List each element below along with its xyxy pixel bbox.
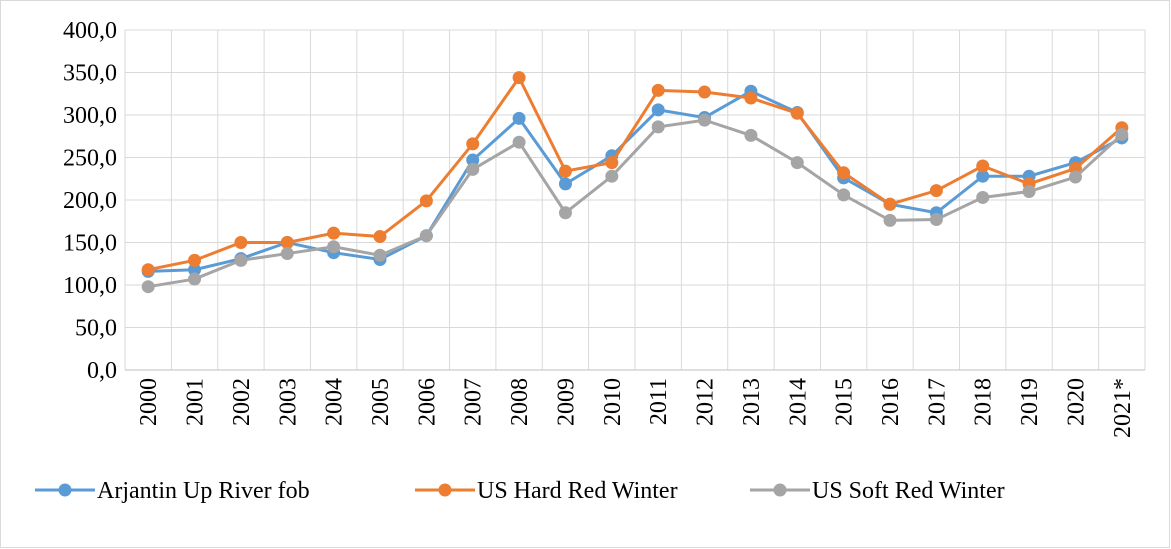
y-tick-label: 300,0 bbox=[63, 103, 117, 129]
data-point bbox=[327, 226, 341, 240]
x-tick-label: 2016 bbox=[878, 378, 904, 426]
x-tick-label: 2014 bbox=[785, 378, 811, 426]
legend-label: US Hard Red Winter bbox=[477, 478, 678, 504]
data-point bbox=[419, 194, 433, 208]
data-point bbox=[188, 253, 202, 267]
data-point bbox=[651, 83, 665, 97]
data-point bbox=[234, 236, 248, 249]
x-tick-label: 2000 bbox=[136, 378, 162, 426]
data-point bbox=[883, 197, 897, 211]
data-point bbox=[188, 272, 202, 286]
data-point bbox=[929, 184, 943, 198]
y-tick-label: 200,0 bbox=[63, 188, 117, 214]
x-tick-label: 2008 bbox=[507, 378, 533, 426]
y-tick-label: 250,0 bbox=[63, 146, 117, 172]
data-point bbox=[976, 159, 990, 173]
x-tick-label: 2011 bbox=[646, 378, 672, 425]
data-point bbox=[651, 103, 665, 117]
data-point bbox=[837, 188, 851, 202]
data-point bbox=[790, 106, 804, 120]
data-point bbox=[744, 128, 758, 142]
data-point bbox=[883, 213, 897, 227]
x-tick-label: 2013 bbox=[739, 378, 765, 426]
legend-marker bbox=[58, 483, 72, 497]
y-tick-label: 0,0 bbox=[87, 358, 117, 384]
y-tick-label: 350,0 bbox=[63, 61, 117, 87]
data-point bbox=[512, 71, 526, 85]
data-point bbox=[1022, 185, 1036, 198]
data-point bbox=[512, 135, 526, 149]
x-tick-label: 2017 bbox=[924, 378, 950, 426]
x-tick-label: 2020 bbox=[1063, 378, 1089, 426]
y-tick-label: 400,0 bbox=[63, 18, 117, 44]
x-tick-label: 2019 bbox=[1017, 378, 1043, 426]
x-tick-label: 2010 bbox=[600, 378, 626, 426]
y-tick-label: 100,0 bbox=[63, 273, 117, 299]
x-tick-label: 2005 bbox=[368, 378, 394, 426]
data-point bbox=[605, 169, 619, 183]
y-tick-label: 150,0 bbox=[63, 231, 117, 257]
series-line bbox=[148, 89, 1123, 273]
x-tick-label: 2001 bbox=[183, 378, 209, 426]
x-tick-label: 2018 bbox=[971, 378, 997, 426]
x-tick-label: 2004 bbox=[322, 378, 348, 426]
legend-marker bbox=[773, 483, 787, 497]
data-point bbox=[188, 263, 202, 277]
data-point bbox=[837, 166, 851, 180]
data-point bbox=[512, 111, 526, 125]
data-point bbox=[790, 156, 804, 170]
x-tick-label: 2002 bbox=[229, 378, 255, 426]
data-point bbox=[1068, 170, 1082, 184]
series-line bbox=[147, 74, 1123, 272]
data-point bbox=[419, 229, 433, 243]
x-tick-label: 2009 bbox=[553, 378, 579, 426]
data-point bbox=[466, 162, 480, 176]
data-point bbox=[466, 153, 480, 167]
data-point bbox=[558, 206, 572, 220]
x-tick-label: 2007 bbox=[461, 378, 487, 426]
data-point bbox=[141, 263, 155, 277]
data-point bbox=[744, 91, 758, 105]
data-point bbox=[327, 240, 341, 254]
data-point bbox=[605, 156, 619, 170]
x-tick-label: 2015 bbox=[832, 378, 858, 426]
data-point bbox=[141, 280, 155, 294]
x-tick-label: 2012 bbox=[693, 378, 719, 426]
data-point bbox=[280, 236, 294, 249]
x-tick-label: 2006 bbox=[414, 378, 440, 426]
x-tick-label: 2003 bbox=[275, 378, 301, 426]
data-point bbox=[698, 85, 712, 99]
data-point bbox=[280, 247, 294, 261]
legend-marker bbox=[438, 483, 452, 497]
data-point bbox=[466, 137, 480, 151]
data-point bbox=[976, 169, 990, 183]
data-point bbox=[1115, 128, 1129, 142]
data-point bbox=[558, 164, 572, 178]
data-point bbox=[373, 230, 387, 244]
data-point bbox=[651, 120, 665, 134]
data-point bbox=[698, 113, 712, 127]
data-point bbox=[373, 248, 387, 262]
legend-label: US Soft Red Winter bbox=[812, 478, 1005, 504]
legend-label: Arjantin Up River fob bbox=[97, 478, 310, 504]
series-line bbox=[147, 118, 1123, 289]
data-point bbox=[976, 190, 990, 204]
y-tick-label: 50,0 bbox=[75, 316, 117, 342]
x-tick-label: 2021* bbox=[1110, 378, 1136, 438]
data-point bbox=[929, 213, 943, 227]
data-point bbox=[234, 253, 248, 267]
data-point bbox=[558, 177, 572, 191]
